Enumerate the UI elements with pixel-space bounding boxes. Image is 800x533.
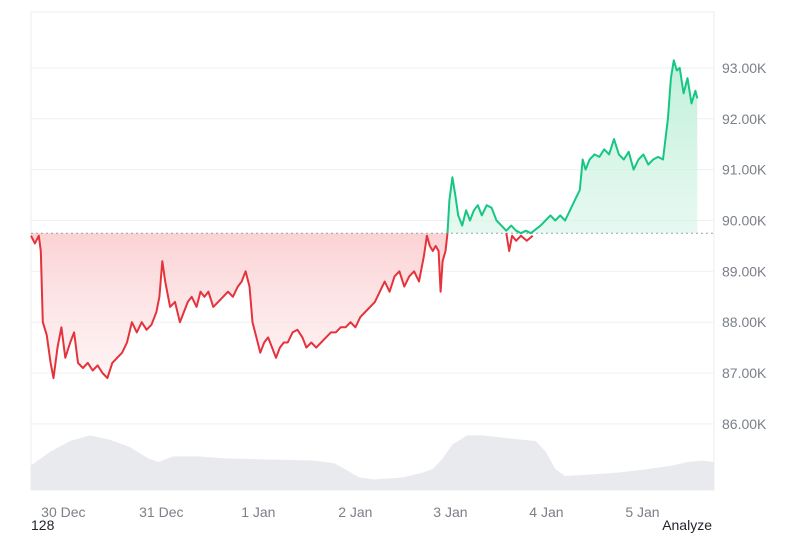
below-baseline-fill bbox=[31, 233, 448, 379]
y-tick-label: 86.00K bbox=[722, 416, 767, 432]
x-tick-label: 5 Jan bbox=[625, 504, 659, 520]
x-tick-label: 1 Jan bbox=[241, 504, 275, 520]
x-tick-label: 30 Dec bbox=[41, 504, 85, 520]
x-tick-label: 3 Jan bbox=[433, 504, 467, 520]
analyze-link[interactable]: Analyze bbox=[662, 517, 712, 533]
x-tick-label: 31 Dec bbox=[139, 504, 183, 520]
y-axis-ticks: 93.00K 92.00K 91.00K 90.00K 89.00K 88.00K 87.0… bbox=[722, 60, 767, 432]
y-tick-label: 93.00K bbox=[722, 60, 767, 76]
x-tick-label: 4 Jan bbox=[529, 504, 563, 520]
y-tick-label: 87.00K bbox=[722, 365, 767, 381]
above-baseline-fill bbox=[447, 60, 698, 234]
x-tick-label: 2 Jan bbox=[338, 504, 372, 520]
y-tick-label: 91.00K bbox=[722, 162, 767, 178]
footer-count: 128 bbox=[31, 517, 55, 533]
y-tick-label: 90.00K bbox=[722, 212, 767, 228]
price-lines bbox=[30, 59, 699, 380]
y-tick-label: 92.00K bbox=[722, 111, 767, 127]
series-line-dip bbox=[505, 233, 534, 252]
y-tick-label: 88.00K bbox=[722, 314, 767, 330]
x-axis-ticks: 30 Dec 31 Dec 1 Jan 2 Jan 3 Jan 4 Jan 5 Jan bbox=[41, 504, 659, 520]
series-line-down bbox=[30, 233, 449, 380]
y-tick-label: 89.00K bbox=[722, 263, 767, 279]
volume-area bbox=[31, 435, 714, 490]
series-line-up bbox=[446, 59, 699, 235]
